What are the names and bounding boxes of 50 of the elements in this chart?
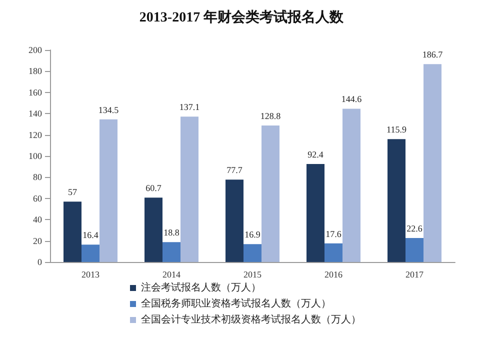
bar xyxy=(82,244,100,262)
y-tick-label: 40 xyxy=(33,214,42,225)
bar xyxy=(324,243,342,262)
y-tick-label: 120 xyxy=(28,130,42,140)
chart-title: 2013-2017 年财会类考试报名人数 xyxy=(139,10,345,26)
legend-label: 注会考试报名人数（万人） xyxy=(141,282,261,294)
bar xyxy=(262,125,280,262)
data-label: 57 xyxy=(68,187,78,198)
y-tick-label: 20 xyxy=(33,236,42,246)
data-label: 186.7 xyxy=(422,50,444,60)
data-label: 16.4 xyxy=(82,230,99,240)
data-label: 16.9 xyxy=(244,230,261,240)
data-label: 22.6 xyxy=(406,224,423,234)
data-label: 60.7 xyxy=(146,183,162,194)
data-label: 128.8 xyxy=(260,110,282,121)
y-tick-label: 140 xyxy=(28,108,42,119)
y-tick-label: 160 xyxy=(28,87,42,98)
data-label: 18.8 xyxy=(164,228,180,238)
data-label: 115.9 xyxy=(386,124,407,135)
bar xyxy=(388,139,406,262)
data-label: 137.1 xyxy=(179,102,200,112)
x-tick-label: 2014 xyxy=(162,270,181,280)
x-tick-label: 2015 xyxy=(244,270,262,280)
bar xyxy=(306,164,324,262)
x-tick-label: 2017 xyxy=(406,270,424,280)
data-label: 17.6 xyxy=(326,228,342,239)
y-tick-label: 180 xyxy=(28,66,42,76)
data-label: 92.4 xyxy=(308,150,324,160)
bar xyxy=(342,108,360,262)
bar xyxy=(64,202,82,262)
data-label: 144.6 xyxy=(341,94,362,104)
bar xyxy=(244,244,262,262)
y-tick-label: 0 xyxy=(38,257,42,267)
bar xyxy=(162,242,180,262)
y-tick-label: 200 xyxy=(28,45,42,55)
legend-label: 全国会计专业技术初级资格考试报名人数（万人） xyxy=(141,314,361,326)
x-tick-label: 2016 xyxy=(324,270,343,280)
bar xyxy=(144,198,162,262)
bar xyxy=(100,119,118,262)
y-tick-label: 80 xyxy=(33,172,42,182)
legend-label: 全国税务师职业资格考试报名人数（万人） xyxy=(141,298,331,310)
bar xyxy=(180,116,198,262)
y-tick-label: 100 xyxy=(28,151,42,161)
data-label: 77.7 xyxy=(226,165,243,176)
bar xyxy=(424,64,442,262)
data-label: 134.5 xyxy=(98,104,120,115)
x-tick-label: 2013 xyxy=(82,270,100,280)
bar xyxy=(226,180,244,262)
bar xyxy=(406,238,424,262)
y-tick-label: 60 xyxy=(33,193,42,204)
